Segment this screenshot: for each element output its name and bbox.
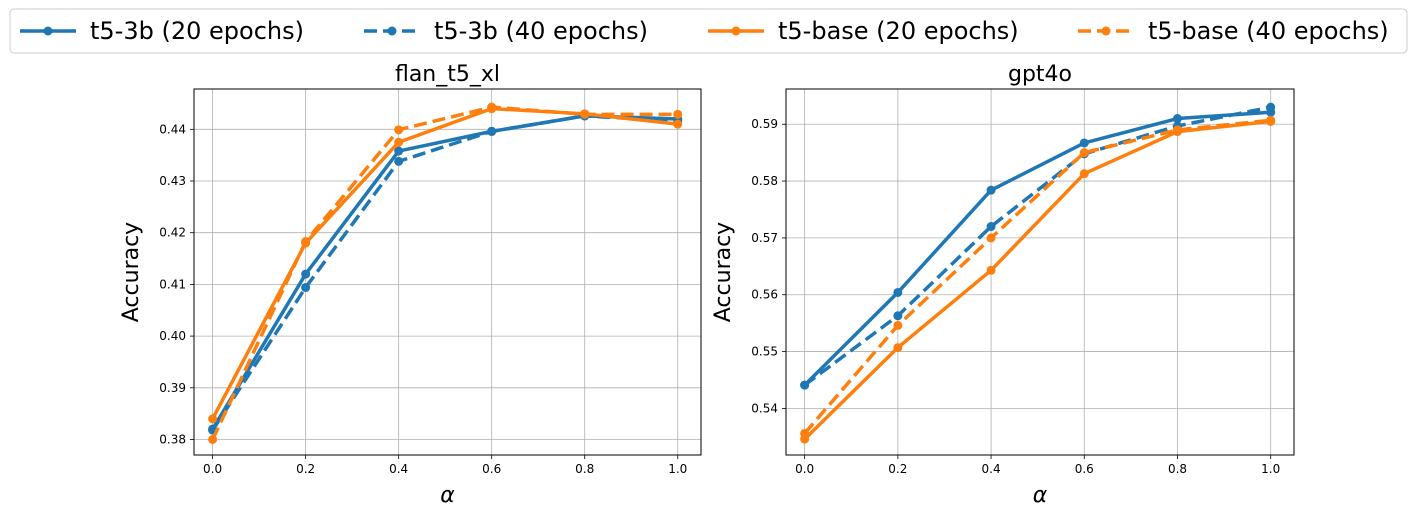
- legend-marker: [43, 26, 53, 36]
- legend-label: t5-3b (20 epochs): [90, 17, 304, 45]
- y-axis-label: Accuracy: [711, 222, 736, 322]
- plot-frame: [785, 88, 1295, 456]
- plot-frame: [193, 88, 702, 456]
- y-tick-label: 0.59: [751, 117, 778, 131]
- legend-label: t5-base (40 epochs): [1148, 17, 1389, 45]
- data-point: [1172, 125, 1182, 135]
- x-tick-label: 0.8: [1168, 462, 1187, 476]
- data-point: [800, 380, 810, 390]
- y-tick-label: 0.55: [751, 345, 778, 359]
- data-point: [301, 283, 311, 293]
- y-tick-label: 0.38: [159, 432, 186, 446]
- legend: t5-3b (20 epochs) t5-3b (40 epochs) t5-bas…: [9, 8, 1408, 54]
- x-tick-label: 0.2: [888, 462, 907, 476]
- legend-marker: [1101, 26, 1111, 36]
- series-t5-base-40-epochs-: [800, 115, 1276, 438]
- y-tick-label: 0.39: [159, 381, 186, 395]
- y-tick-label: 0.56: [751, 288, 778, 302]
- y-tick-label: 0.40: [159, 329, 186, 343]
- data-point: [580, 109, 590, 119]
- data-point: [673, 119, 683, 129]
- y-axis-label: Accuracy: [119, 222, 144, 322]
- data-point: [893, 311, 903, 321]
- x-axis-label: α: [1033, 483, 1048, 508]
- data-point: [301, 269, 311, 279]
- x-tick-label: 0.6: [482, 462, 501, 476]
- data-point: [986, 222, 996, 232]
- legend-item: t5-3b (20 epochs): [20, 17, 304, 45]
- legend-item: t5-base (40 epochs): [1078, 17, 1389, 45]
- series-line: [211, 105, 678, 441]
- data-point: [1079, 148, 1089, 158]
- data-point: [208, 434, 218, 444]
- legend-item: t5-base (20 epochs): [708, 17, 1019, 45]
- legend-marker: [731, 26, 741, 36]
- data-point: [673, 109, 683, 119]
- data-point: [208, 414, 218, 424]
- x-tick-label: 0.4: [982, 462, 1001, 476]
- chart-title: flan_t5_xl: [395, 62, 500, 87]
- legend-label: t5-base (20 epochs): [778, 17, 1019, 45]
- x-tick-label: 0.6: [1075, 462, 1094, 476]
- legend-item: t5-3b (40 epochs): [364, 17, 648, 45]
- data-point: [800, 428, 810, 438]
- chart-flan-t5-xl: 0.0 0.2 0.4 0.6 0.8 1.0 0.38 0.39 0.40 0.41 0.42 0.…: [119, 62, 702, 508]
- x-tick-label: 0.4: [389, 462, 408, 476]
- data-point: [394, 125, 404, 135]
- y-tick-label: 0.41: [159, 277, 186, 291]
- data-point: [893, 287, 903, 297]
- data-point: [1172, 114, 1182, 124]
- x-tick-label: 1.0: [668, 462, 687, 476]
- y-tick-label: 0.42: [159, 226, 186, 240]
- x-tick-label: 0.2: [296, 462, 315, 476]
- data-point: [893, 320, 903, 330]
- y-tick-label: 0.43: [159, 174, 186, 188]
- data-point: [487, 102, 497, 112]
- series-line: [803, 119, 1271, 441]
- data-point: [986, 233, 996, 243]
- data-point: [394, 156, 404, 166]
- series-line: [803, 110, 1271, 387]
- series-t5-3b-20-epochs-: [800, 107, 1276, 390]
- series-t5-3b-40-epochs-: [800, 102, 1276, 390]
- series-t5-base-20-epochs-: [208, 104, 683, 424]
- data-point: [1079, 138, 1089, 148]
- series-line: [211, 114, 678, 431]
- y-tick-label: 0.44: [159, 122, 186, 136]
- data-point: [986, 185, 996, 195]
- series-line: [803, 105, 1272, 387]
- data-point: [1266, 102, 1276, 112]
- y-tick-label: 0.58: [751, 174, 778, 188]
- data-point: [301, 237, 311, 246]
- data-point: [394, 146, 404, 156]
- data-point: [893, 343, 903, 353]
- series-line: [803, 118, 1271, 435]
- data-point: [1079, 169, 1089, 179]
- data-point: [394, 137, 404, 147]
- x-tick-label: 0.0: [203, 462, 222, 476]
- chart-gpt4o: 0.0 0.2 0.4 0.6 0.8 1.0 0.54 0.55 0.56 0.57 0.58 0.…: [711, 62, 1295, 508]
- data-point: [1266, 115, 1276, 125]
- x-tick-label: 1.0: [1261, 462, 1280, 476]
- chart-title: gpt4o: [1008, 62, 1072, 87]
- y-tick-label: 0.54: [751, 401, 778, 415]
- series-t5-3b-40-epochs-: [208, 111, 683, 435]
- data-point: [986, 265, 996, 275]
- series-t5-base-40-epochs-: [208, 102, 683, 444]
- y-tick-label: 0.57: [751, 231, 778, 245]
- data-point: [487, 126, 497, 136]
- legend-marker: [387, 26, 397, 36]
- legend-label: t5-3b (40 epochs): [434, 17, 648, 45]
- x-tick-label: 0.8: [575, 462, 594, 476]
- x-tick-label: 0.0: [795, 462, 814, 476]
- series-t5-3b-20-epochs-: [208, 111, 683, 434]
- series-line: [211, 114, 678, 432]
- x-axis-label: α: [440, 483, 455, 508]
- series-line: [211, 106, 678, 420]
